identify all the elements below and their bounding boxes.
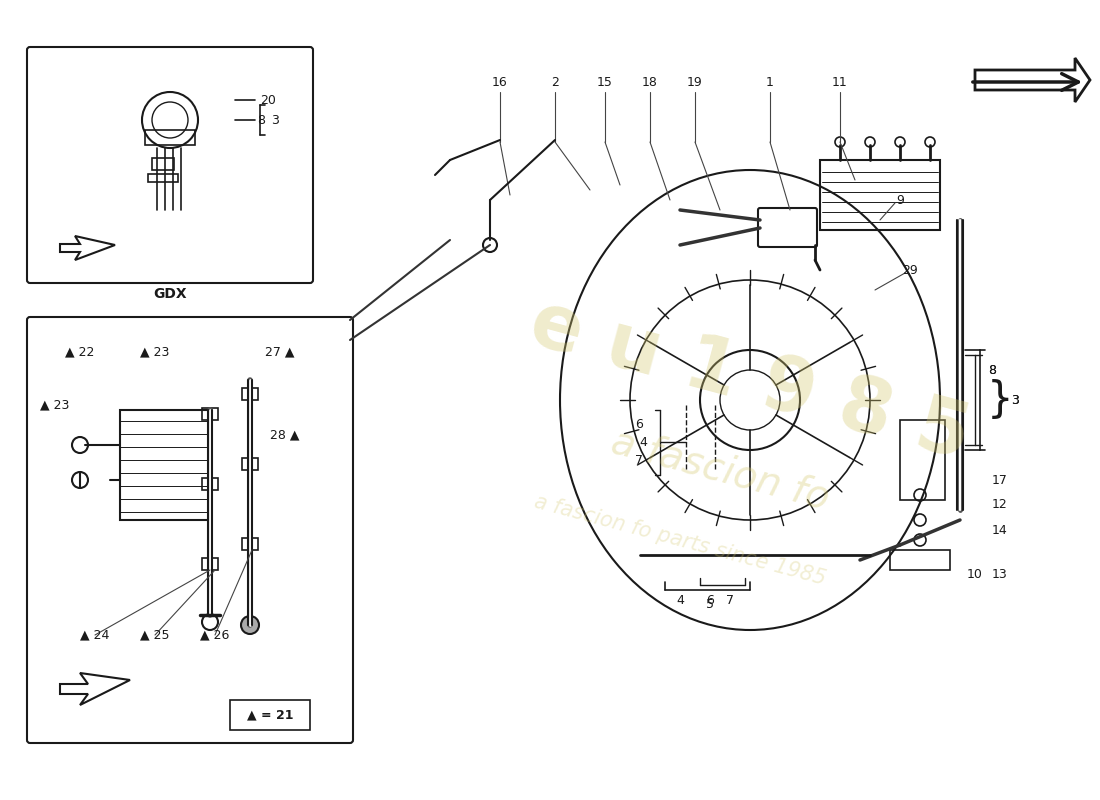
Text: 19: 19: [688, 75, 703, 89]
Text: ▲ 23: ▲ 23: [41, 398, 69, 411]
Bar: [230, 700, 310, 730]
Text: a fascion fo parts since 1985: a fascion fo parts since 1985: [532, 491, 828, 589]
Bar: [242, 538, 258, 550]
Text: ▲ = 21: ▲ = 21: [246, 709, 294, 722]
Text: ▲ 25: ▲ 25: [141, 629, 169, 642]
Text: ▲ 23: ▲ 23: [141, 346, 169, 358]
Bar: [242, 458, 258, 470]
Bar: [202, 558, 218, 570]
Text: 13: 13: [992, 569, 1008, 582]
Bar: [820, 160, 940, 230]
Bar: [152, 158, 174, 170]
Text: 27 ▲: 27 ▲: [265, 346, 295, 358]
Circle shape: [241, 616, 258, 634]
Polygon shape: [60, 673, 130, 705]
Bar: [242, 388, 258, 400]
Text: 3: 3: [1011, 394, 1019, 406]
FancyBboxPatch shape: [28, 317, 353, 743]
Text: e u 1 9 8 5: e u 1 9 8 5: [522, 286, 978, 474]
Text: 3: 3: [271, 114, 279, 126]
Text: 9: 9: [896, 194, 904, 206]
Text: ▲ 26: ▲ 26: [200, 629, 230, 642]
Bar: [900, 420, 945, 500]
Text: 4: 4: [676, 594, 684, 606]
Bar: [145, 130, 195, 145]
Bar: [120, 410, 210, 520]
Text: ▲ 22: ▲ 22: [65, 346, 95, 358]
Text: 8: 8: [988, 363, 996, 377]
Text: 17: 17: [992, 474, 1008, 486]
Text: 16: 16: [492, 75, 508, 89]
Text: a fascion fo: a fascion fo: [607, 422, 833, 518]
Text: 5: 5: [706, 598, 714, 611]
Bar: [202, 478, 218, 490]
Text: 29: 29: [902, 263, 917, 277]
Text: 15: 15: [597, 75, 613, 89]
Text: GDX: GDX: [153, 287, 187, 301]
Text: 14: 14: [992, 523, 1008, 537]
Text: ▲ 24: ▲ 24: [80, 629, 110, 642]
Text: }: }: [987, 379, 1013, 421]
Polygon shape: [60, 236, 116, 260]
FancyBboxPatch shape: [28, 47, 313, 283]
Text: 8: 8: [257, 114, 265, 126]
Bar: [202, 408, 218, 420]
Text: 28 ▲: 28 ▲: [271, 429, 299, 442]
Text: 7: 7: [726, 594, 734, 606]
Text: 2: 2: [551, 75, 559, 89]
Text: 4: 4: [639, 435, 647, 449]
Text: 10: 10: [967, 569, 983, 582]
Text: 1: 1: [766, 75, 774, 89]
Bar: [890, 550, 950, 570]
Text: 7: 7: [635, 454, 643, 466]
Polygon shape: [975, 58, 1090, 102]
Text: 6: 6: [706, 594, 714, 606]
Text: 8: 8: [988, 363, 996, 377]
Bar: [148, 174, 178, 182]
Text: 20: 20: [260, 94, 276, 106]
Text: 6: 6: [635, 418, 643, 431]
Text: 12: 12: [992, 498, 1008, 511]
Text: 11: 11: [832, 75, 848, 89]
Text: 18: 18: [642, 75, 658, 89]
Text: 3: 3: [1011, 394, 1019, 406]
